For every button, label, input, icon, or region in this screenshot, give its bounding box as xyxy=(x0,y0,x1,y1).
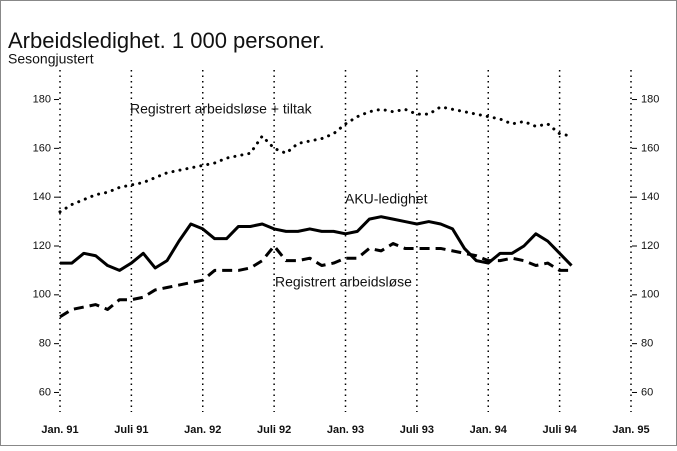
y2-tick-label: 120 xyxy=(641,240,659,252)
series-line xyxy=(58,105,574,214)
series-line xyxy=(60,215,573,272)
x-tick-label: Jan. 94 xyxy=(470,424,508,436)
series-line xyxy=(59,242,572,319)
y-tick-label: 100 xyxy=(33,289,51,301)
x-tick-label: Juli 93 xyxy=(400,424,434,436)
series-label: Registrert arbeidsløse xyxy=(275,274,412,290)
x-tick-label: Juli 92 xyxy=(257,424,291,436)
y-tick-label: 180 xyxy=(33,93,51,105)
y2-tick-label: 80 xyxy=(641,338,653,350)
x-tick-label: Jan. 95 xyxy=(612,424,649,436)
y2-tick-label: 100 xyxy=(641,289,659,301)
y-tick-label: 140 xyxy=(33,191,51,203)
y2-tick-label: 60 xyxy=(641,386,653,398)
y2-tick-label: 160 xyxy=(641,142,659,154)
y-tick-label: 120 xyxy=(33,240,51,252)
series-label: Registrert arbeidsløse + tiltak xyxy=(130,101,313,117)
x-tick-label: Jan. 92 xyxy=(184,424,221,436)
x-tick-label: Jan. 91 xyxy=(41,424,78,436)
x-tick-label: Juli 91 xyxy=(114,424,148,436)
y2-tick-label: 140 xyxy=(641,191,659,203)
x-tick-label: Jan. 93 xyxy=(327,424,364,436)
y2-tick-label: 180 xyxy=(641,93,659,105)
chart-subtitle: Sesongjustert xyxy=(8,51,94,67)
y-tick-label: 160 xyxy=(33,142,51,154)
chart-title: Arbeidsledighet. 1 000 personer. xyxy=(8,28,325,53)
y-tick-label: 80 xyxy=(39,338,51,350)
y-tick-label: 60 xyxy=(39,386,51,398)
series-label: AKU-ledighet xyxy=(345,191,428,207)
x-tick-label: Juli 94 xyxy=(543,424,578,436)
